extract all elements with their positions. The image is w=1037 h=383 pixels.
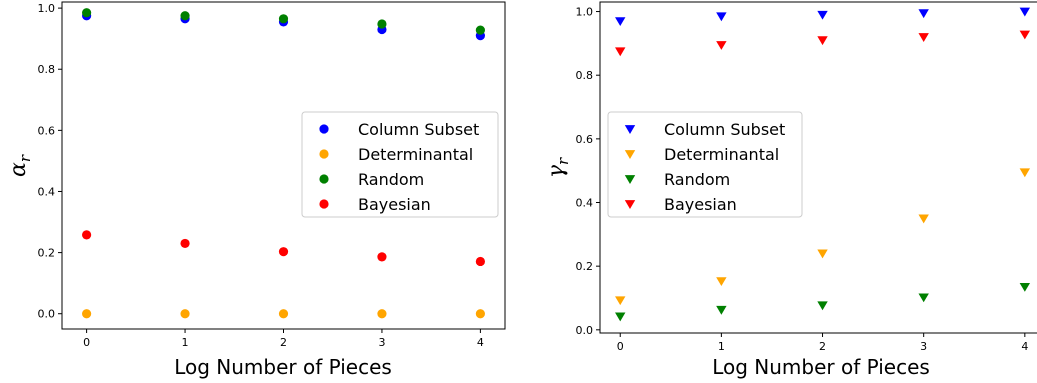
data-point [716,277,727,287]
x-tick-label: 3 [378,336,385,349]
legend-marker [319,149,329,159]
x-tick-label: 2 [280,336,287,349]
data-point [615,17,626,27]
tick-group: 0 1 2 3 4 0.0 0.2 0.4 0.6 0.8 1.0 [38,2,484,349]
data-point [817,36,828,46]
y-tick-label: 0.2 [576,260,594,273]
y-axis-label: γr [544,157,572,178]
legend-items: Column Subset Determinantal Random Bayesian [319,120,479,214]
x-tick-label: 1 [182,336,189,349]
data-point [278,309,289,319]
data-point [918,293,929,303]
x-tick-label: 0 [83,336,90,349]
chart-gamma: 0 1 2 3 4 0.0 0.2 0.4 0.6 0.8 1.0 Log Number of Pi… [544,1,1037,379]
legend-marker [624,125,636,134]
data-point [82,230,92,240]
y-tick-label: 0.6 [576,133,594,146]
legend-label: Determinantal [358,145,473,164]
legend-marker [624,200,636,209]
data-point [1019,30,1031,40]
data-point [475,256,485,267]
marks-group [615,7,1031,322]
legend-label: Bayesian [358,195,431,214]
x-tick-label: 2 [819,340,826,353]
marks-group [82,8,485,319]
data-point [180,238,190,249]
plot-frame [599,1,1037,334]
chart-alpha: 0 1 2 3 4 0.0 0.2 0.4 0.6 0.8 1.0 Log Number of Pi… [6,1,506,379]
data-point [377,309,387,319]
data-point [716,305,727,315]
data-point [716,41,727,50]
legend-label: Bayesian [664,195,737,214]
x-tick-label: 4 [1021,340,1028,353]
data-point [918,9,929,19]
data-point [180,309,190,319]
legend-label: Column Subset [664,120,785,139]
data-point [918,214,929,224]
data-point [817,10,828,20]
y-tick-label: 0.0 [576,324,594,337]
data-point [1019,7,1031,17]
legend-box [301,111,499,218]
x-tick-label: 0 [617,340,624,353]
data-point [817,249,828,259]
y-tick-label: 0.4 [576,197,594,210]
x-axis-label: Log Number of Pieces [712,355,930,379]
legend: Column Subset Determinantal Random Bayesian [607,111,803,218]
legend: Column Subset Determinantal Random Bayesian [301,111,499,218]
data-point [377,19,387,29]
data-point [615,296,626,306]
x-tick-label: 3 [920,340,927,353]
y-tick-label: 0.6 [38,124,56,137]
data-point [180,11,190,21]
data-point [1019,168,1031,178]
legend-box [607,111,803,218]
data-point [918,33,929,42]
data-point [817,301,828,311]
y-tick-label: 0.4 [38,185,56,198]
y-tick-label: 0.8 [576,69,594,82]
data-point [615,312,626,322]
data-point [278,247,289,257]
legend-label: Random [358,170,424,189]
data-point [716,12,727,22]
data-point [615,47,626,57]
y-axis-label: αr [6,154,34,177]
data-point [82,8,92,18]
data-point [377,252,387,262]
legend-label: Column Subset [358,120,479,139]
x-axis-label: Log Number of Pieces [174,355,392,379]
legend-label: Determinantal [664,145,779,164]
legend-marker [319,199,329,209]
legend-marker [319,174,329,184]
y-tick-label: 0.8 [38,63,56,76]
y-tick-label: 1.0 [576,6,594,19]
data-point [475,25,485,35]
legend-marker [624,150,636,159]
data-point [278,14,289,24]
y-tick-label: 1.0 [38,2,56,15]
legend-marker [624,175,636,184]
legend-marker [319,124,329,134]
legend-items: Column Subset Determinantal Random Bayesian [624,120,785,214]
x-tick-label: 1 [718,340,725,353]
y-tick-label: 0.2 [38,247,56,260]
y-tick-label: 0.0 [38,308,56,321]
x-tick-label: 4 [477,336,484,349]
data-point [82,309,92,319]
data-point [475,309,485,319]
data-point [1019,282,1031,292]
tick-group: 0 1 2 3 4 0.0 0.2 0.4 0.6 0.8 1.0 [576,6,1029,353]
legend-label: Random [664,170,730,189]
